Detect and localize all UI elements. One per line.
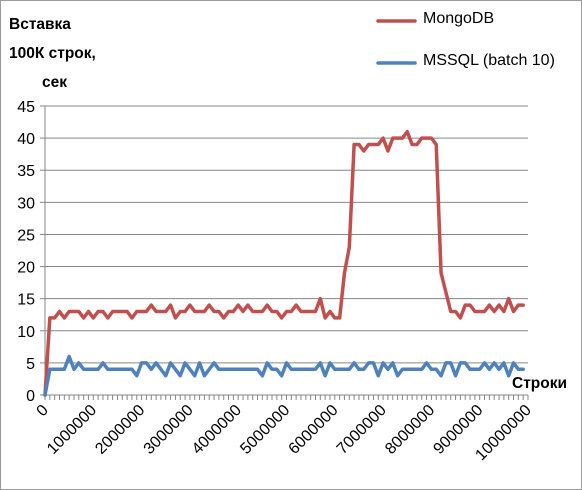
- legend-label-mssql: MSSQL (batch 10): [423, 52, 555, 69]
- x-axis-title: Строки: [512, 375, 568, 392]
- y-tick-label-45: 45: [17, 99, 35, 116]
- y-axis-title-line-3: сек: [42, 74, 67, 91]
- x-tick-label-7000000: 7000000: [334, 402, 390, 458]
- y-tick-label-25: 25: [17, 227, 35, 244]
- axes: [40, 105, 529, 400]
- y-tick-label-10: 10: [17, 324, 35, 341]
- y-tick-label-20: 20: [17, 260, 35, 277]
- x-tick-label-6000000: 6000000: [286, 402, 342, 458]
- legend: [376, 19, 417, 65]
- x-tick-label-3000000: 3000000: [141, 402, 197, 458]
- y-tick-label-35: 35: [17, 163, 35, 180]
- y-tick-label-30: 30: [17, 195, 35, 212]
- y-tick-label-40: 40: [17, 131, 35, 148]
- series-line-mongodb: [43, 129, 525, 397]
- y-tick-label-15: 15: [17, 292, 35, 309]
- x-tick-label-8000000: 8000000: [382, 402, 438, 458]
- y-tick-label-0: 0: [26, 388, 35, 405]
- x-tick-label-5000000: 5000000: [237, 402, 293, 458]
- x-tick-label-1000000: 1000000: [44, 402, 100, 458]
- series-line-mssql: [43, 354, 525, 397]
- x-tick-label-2000000: 2000000: [92, 402, 148, 458]
- gridlines: [45, 105, 528, 364]
- y-tick-label-5: 5: [26, 356, 35, 373]
- y-axis-title-line-1: Вставка: [9, 16, 71, 33]
- legend-label-mongodb: MongoDB: [423, 10, 495, 27]
- series-lines: [43, 129, 525, 397]
- tick-labels: 0510152025303540450100000020000003000000…: [17, 99, 535, 464]
- x-tick-label-0: 0: [34, 402, 52, 420]
- x-tick-label-4000000: 4000000: [189, 402, 245, 458]
- y-axis-title-line-2: 100К строк,: [9, 45, 96, 62]
